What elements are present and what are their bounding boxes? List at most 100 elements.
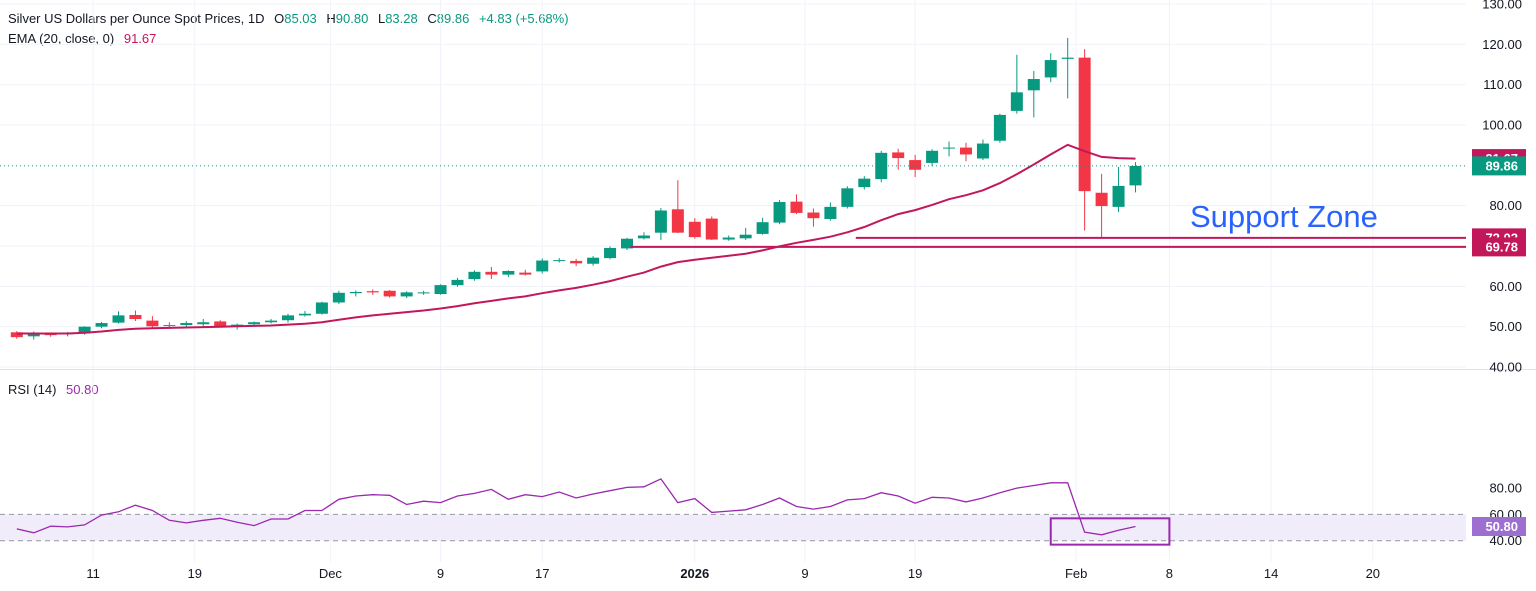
candle-up xyxy=(739,234,752,239)
candle-down xyxy=(807,212,820,219)
time-axis-label: 19 xyxy=(908,566,922,581)
candle-up xyxy=(926,150,939,163)
candle-up xyxy=(265,320,278,323)
ema-line xyxy=(16,143,1136,335)
time-axis-label: 19 xyxy=(188,566,202,581)
candle-up xyxy=(976,143,989,159)
open-label: O xyxy=(274,11,285,26)
time-axis-label: 17 xyxy=(535,566,549,581)
close-price-tag-bg xyxy=(1472,156,1526,176)
candle-up xyxy=(1129,165,1142,186)
candle-up xyxy=(349,291,362,294)
rsi-highlight-box xyxy=(1049,517,1171,546)
price-pane[interactable]: Support Zone xyxy=(0,37,1466,340)
time-axis-label: 8 xyxy=(1166,566,1173,581)
candle-up xyxy=(1044,60,1057,78)
candle-down xyxy=(705,218,718,240)
candle-down xyxy=(688,221,701,238)
rsi-band xyxy=(0,514,1466,541)
time-axis-label: Feb xyxy=(1065,566,1087,581)
candle-down xyxy=(960,147,972,155)
support-tag-lower: 69.78 xyxy=(1485,239,1518,254)
time-axis-label: 20 xyxy=(1366,566,1380,581)
candle-up xyxy=(841,188,854,207)
candle-up xyxy=(654,210,667,233)
candle-up xyxy=(637,235,650,239)
candle-up xyxy=(824,206,837,219)
chart-legend-ohlc: Silver US Dollars per Ounce Spot Prices,… xyxy=(8,11,569,26)
low-value: 83.28 xyxy=(385,11,418,26)
candle-up xyxy=(231,324,244,326)
candle-up xyxy=(417,292,430,294)
ema-label: EMA (20, close, 0) xyxy=(8,31,115,46)
price-axis-label: 100.00 xyxy=(1482,118,1522,133)
candle-up xyxy=(1061,57,1074,59)
rsi-label: RSI (14) xyxy=(8,382,57,397)
support-zone-annotation: Support Zone xyxy=(1190,199,1378,234)
candle-down xyxy=(10,332,23,338)
high-label: H xyxy=(326,11,336,26)
candle-up xyxy=(332,292,345,303)
time-axis-label: Dec xyxy=(319,566,343,581)
candle-up xyxy=(1112,185,1125,207)
candle-down xyxy=(366,291,379,293)
rsi-axis-label: 80.00 xyxy=(1489,481,1522,496)
rsi-value: 50.80 xyxy=(66,382,99,397)
candle-down xyxy=(44,333,57,336)
candle-down xyxy=(671,209,684,233)
candle-up xyxy=(722,237,735,240)
candle-up xyxy=(604,248,617,259)
candle-down xyxy=(146,320,159,327)
candle-down xyxy=(163,325,176,327)
candle-down xyxy=(519,272,532,275)
candle-up xyxy=(27,333,40,337)
candle-up xyxy=(468,271,481,280)
candle-up xyxy=(875,152,888,180)
candle-up xyxy=(197,322,210,325)
candle-down xyxy=(909,160,922,170)
close-value: 89.86 xyxy=(436,11,470,26)
candle-down xyxy=(383,290,396,297)
price-axis-label: 40.00 xyxy=(1489,360,1522,375)
grid-layer xyxy=(0,0,1536,562)
candle-up xyxy=(112,315,125,323)
candle-up xyxy=(1010,92,1023,111)
candle-up xyxy=(248,322,261,325)
candle-up xyxy=(180,323,193,326)
candle-up xyxy=(282,315,294,321)
candle-up xyxy=(553,260,566,262)
candle-down xyxy=(214,321,227,327)
price-axis-label: 120.00 xyxy=(1482,37,1522,52)
close-label: C xyxy=(427,11,437,26)
candle-up xyxy=(858,178,871,188)
candle-down xyxy=(892,152,905,159)
rsi-line xyxy=(16,478,1136,536)
axes-layer: 130.00120.00110.00100.0080.0070.0060.005… xyxy=(86,0,1526,581)
candle-up xyxy=(451,279,464,286)
rsi-legend: RSI (14) 50.80 xyxy=(8,382,99,397)
chart-legend-ema: EMA (20, close, 0) 91.67 xyxy=(8,31,156,46)
rsi-axis-label: 40.00 xyxy=(1489,533,1522,548)
rsi-pane[interactable] xyxy=(0,478,1466,546)
ema-value: 91.67 xyxy=(123,31,157,46)
time-axis-label: 2026 xyxy=(680,566,709,581)
candle-up xyxy=(1027,79,1040,91)
candle-up xyxy=(78,326,91,334)
change-value: +4.83 (+5.68%) xyxy=(478,11,569,26)
candle-up xyxy=(434,285,447,294)
price-axis-label: 130.00 xyxy=(1482,0,1522,12)
high-value: 90.80 xyxy=(335,11,369,26)
rsi-value-tag: 50.80 xyxy=(1485,519,1518,534)
candle-up xyxy=(993,114,1006,141)
candle-up xyxy=(943,147,956,149)
time-axis-label: 11 xyxy=(86,566,100,581)
candle-up xyxy=(536,260,549,272)
low-label: L xyxy=(377,11,386,26)
close-price-tag: 89.86 xyxy=(1485,158,1518,173)
time-axis-label: 9 xyxy=(801,566,808,581)
candle-down xyxy=(485,271,498,275)
candle-down xyxy=(1095,192,1108,207)
candle-down xyxy=(1078,57,1091,192)
candle-up xyxy=(587,257,600,264)
